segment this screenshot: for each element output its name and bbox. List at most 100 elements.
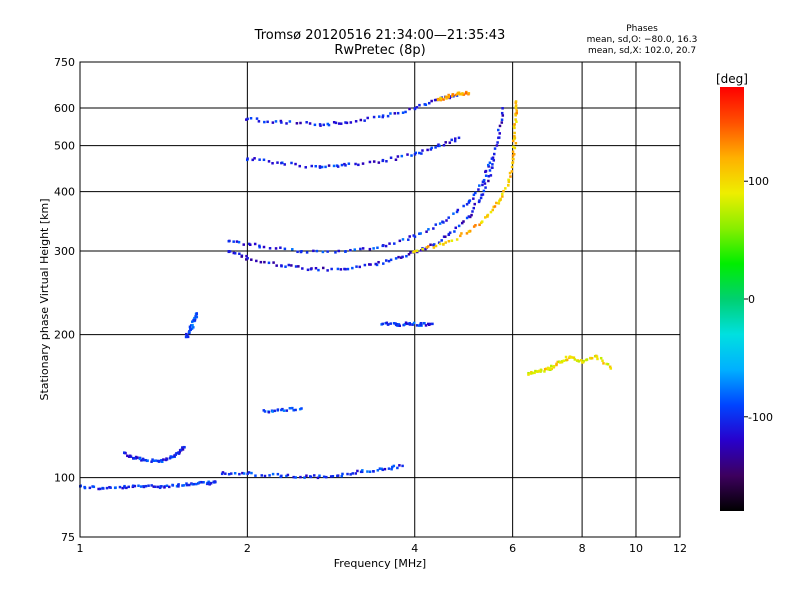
data-point: [419, 249, 423, 252]
data-point: [344, 267, 347, 271]
data-point: [83, 486, 87, 490]
data-point: [513, 126, 516, 130]
data-point: [142, 458, 145, 462]
data-point: [381, 468, 384, 472]
data-point: [134, 457, 138, 460]
data-point: [472, 193, 476, 197]
data-point: [186, 334, 189, 337]
data-point: [280, 121, 283, 124]
data-point: [238, 472, 241, 476]
data-point: [606, 363, 610, 366]
data-point: [224, 472, 227, 475]
data-point: [232, 240, 235, 243]
data-point: [447, 216, 450, 219]
data-point: [555, 363, 558, 367]
data-point: [436, 144, 440, 148]
data-point: [195, 312, 198, 315]
data-point: [413, 153, 417, 156]
data-point: [425, 230, 428, 233]
data-point: [560, 360, 564, 363]
data-point: [430, 99, 433, 103]
data-point: [315, 249, 319, 253]
data-point: [411, 323, 414, 326]
data-point: [344, 121, 347, 124]
data-point: [160, 485, 163, 488]
data-point: [393, 242, 396, 245]
chart-title: Tromsø 20120516 21:34:00—21:35:43 RwPret…: [200, 28, 560, 58]
data-point: [349, 121, 353, 124]
data-point: [182, 484, 186, 487]
data-point: [263, 120, 266, 124]
data-point: [340, 474, 344, 478]
x-tick-label: 12: [673, 542, 687, 555]
data-point: [454, 137, 457, 140]
data-point: [381, 322, 384, 326]
data-point: [313, 123, 317, 127]
data-point: [188, 330, 191, 334]
chart-title-line-1: Tromsø 20120516 21:34:00—21:35:43: [254, 28, 506, 43]
data-point: [262, 158, 266, 162]
data-point: [336, 165, 340, 168]
data-point: [150, 460, 153, 463]
data-point: [565, 358, 569, 362]
data-point: [258, 245, 261, 249]
data-point: [310, 164, 314, 168]
data-point: [169, 455, 173, 458]
data-point: [590, 356, 594, 360]
data-point: [471, 210, 474, 213]
data-point: [474, 191, 477, 195]
data-point: [445, 219, 448, 222]
data-point: [394, 323, 398, 327]
data-point: [432, 227, 435, 230]
data-point: [579, 359, 583, 362]
data-point: [493, 147, 497, 150]
data-point: [257, 120, 261, 123]
data-point: [468, 229, 472, 233]
data-point: [405, 254, 408, 258]
data-point: [288, 406, 292, 410]
data-point: [125, 486, 128, 490]
data-point: [128, 454, 132, 458]
data-point: [467, 215, 471, 218]
data-point: [511, 161, 515, 164]
data-point: [455, 238, 459, 241]
data-point: [245, 118, 248, 121]
data-point: [126, 454, 129, 458]
data-point: [386, 323, 390, 326]
data-point: [467, 92, 471, 95]
data-point: [444, 95, 447, 99]
y-tick-label: 300: [54, 245, 75, 258]
data-point: [513, 146, 517, 150]
data-point: [511, 154, 515, 157]
data-point: [178, 451, 181, 454]
data-point: [184, 332, 188, 336]
data-point: [138, 457, 142, 461]
data-point: [493, 205, 497, 208]
data-point: [448, 231, 452, 234]
data-point: [457, 136, 461, 140]
x-tick-label: 4: [411, 542, 418, 555]
data-point: [467, 230, 471, 233]
data-point: [176, 451, 180, 454]
data-point: [321, 250, 325, 254]
data-point: [242, 472, 246, 475]
data-point: [123, 486, 126, 489]
y-axis-label: Stationary phase Virtual Height [km]: [38, 198, 51, 400]
data-point: [253, 157, 256, 160]
data-point: [514, 105, 518, 109]
data-point: [280, 161, 283, 165]
data-point: [318, 166, 322, 169]
data-point: [233, 472, 237, 475]
data-point: [294, 476, 297, 479]
data-point: [406, 153, 409, 156]
data-point: [254, 474, 257, 477]
data-point: [189, 328, 192, 332]
data-point: [454, 93, 458, 97]
data-point: [162, 458, 165, 461]
data-point: [297, 265, 300, 268]
data-point: [332, 120, 336, 124]
data-point: [609, 367, 613, 370]
data-point: [427, 228, 430, 231]
data-point: [432, 246, 436, 249]
